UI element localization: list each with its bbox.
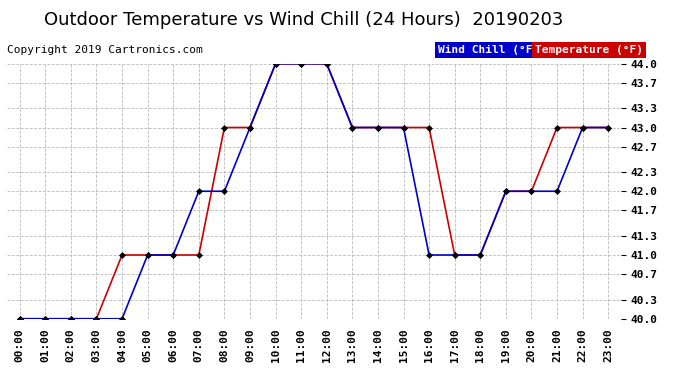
Text: Outdoor Temperature vs Wind Chill (24 Hours)  20190203: Outdoor Temperature vs Wind Chill (24 Ho… — [44, 11, 563, 29]
Text: Wind Chill (°F): Wind Chill (°F) — [438, 45, 540, 55]
Text: Temperature (°F): Temperature (°F) — [535, 45, 643, 55]
Text: Copyright 2019 Cartronics.com: Copyright 2019 Cartronics.com — [7, 45, 203, 55]
